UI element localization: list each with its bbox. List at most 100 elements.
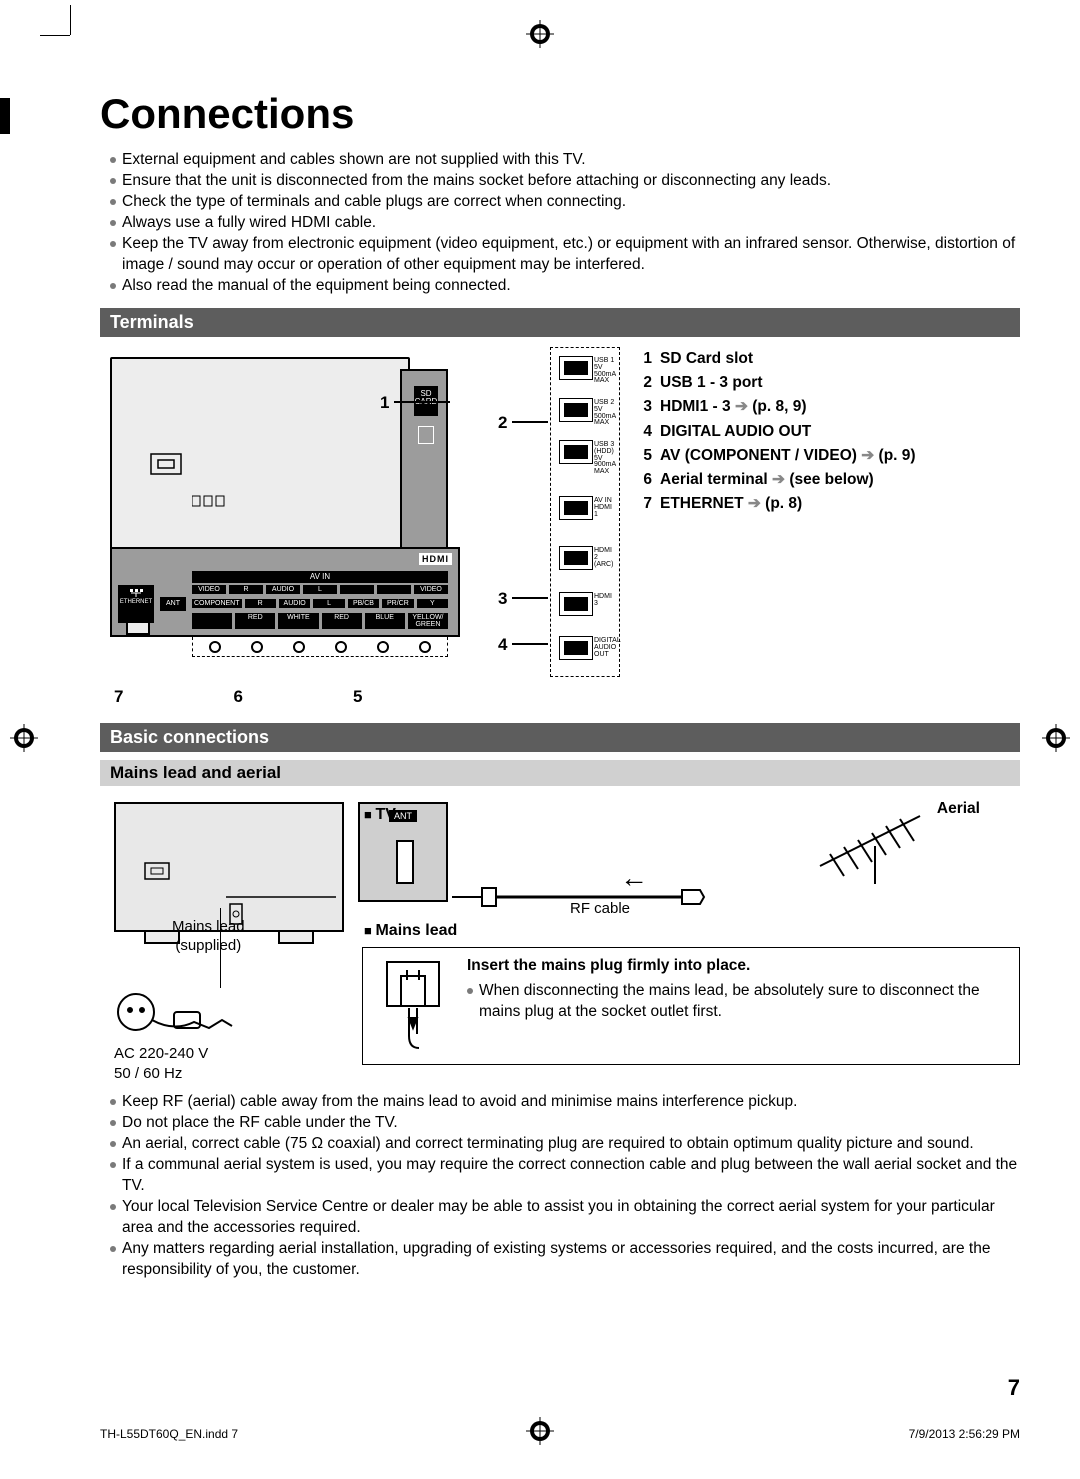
aerial-illustration (800, 796, 950, 890)
intro-bullet: Keep the TV away from electronic equipme… (110, 234, 1020, 276)
callout-3: 3 (498, 589, 507, 609)
mains-lead-supplied-label: Mains lead (supplied) (172, 918, 245, 956)
side-port-label: USB 3 (HDD) 5V 900mA MAX (594, 442, 616, 475)
port-label: RED (235, 613, 275, 629)
bottom-bullet: Any matters regarding aerial installatio… (110, 1239, 1020, 1281)
side-port-icon (559, 636, 593, 660)
page-content: Connections External equipment and cable… (100, 90, 1020, 1419)
terminals-legend: 1SD Card slot2USB 1 - 3 port3HDMI1 - 3 ➔… (638, 347, 1020, 515)
port-label: L (313, 599, 344, 608)
callout-1: 1 (380, 393, 389, 413)
vent-icon (192, 493, 242, 509)
side-port-icon (559, 546, 593, 570)
callout-5: 5 (353, 687, 362, 707)
port-label: R (245, 599, 276, 608)
direction-arrow-icon: ← (620, 862, 648, 894)
registration-mark-right (1042, 724, 1070, 756)
print-footer: TH-L55DT60Q_EN.indd 7 7/9/2013 2:56:29 P… (100, 1427, 1020, 1441)
bottom-bullet: If a communal aerial system is used, you… (110, 1155, 1020, 1197)
tv-stand (278, 932, 314, 944)
port-label: AUDIO (266, 585, 300, 594)
side-port-strip: USB 1 5V 500mA MAXUSB 2 5V 500mA MAXUSB … (550, 347, 620, 677)
socket-icon (146, 449, 186, 479)
port-label: Y (417, 599, 448, 608)
terminal-legend-item: 3HDMI1 - 3 ➔ (p. 8, 9) (638, 395, 1020, 419)
port-label: PB/CB (348, 599, 379, 608)
divider (226, 896, 336, 898)
callout-line (512, 597, 548, 599)
terminals-row: SD CARD HDMI AV IN VIDEORAUDIOLVIDEO COM… (100, 347, 1020, 717)
mains-plug-illustration (114, 982, 254, 1046)
crop-mark (70, 5, 71, 35)
side-port-label: AV IN HDMI 1 (594, 498, 616, 518)
footer-date: 7/9/2013 2:56:29 PM (909, 1427, 1020, 1441)
intro-bullet: Always use a fully wired HDMI cable. (110, 213, 1020, 234)
intro-bullets: External equipment and cables shown are … (100, 150, 1020, 296)
port-label: PR/CR (382, 599, 413, 608)
bottom-bullet: Do not place the RF cable under the TV. (110, 1113, 1020, 1134)
ethernet-text: ETHERNET (120, 599, 152, 605)
callout-line (512, 643, 548, 645)
mains-box-bullet: When disconnecting the mains lead, be ab… (467, 981, 1009, 1023)
intro-bullet: External equipment and cables shown are … (110, 150, 1020, 171)
callout-7: 7 (114, 687, 123, 707)
terminal-legend-item: 2USB 1 - 3 port (638, 371, 1020, 395)
terminal-legend-item: 5AV (COMPONENT / VIDEO) ➔ (p. 9) (638, 444, 1020, 468)
rf-cable-label: RF cable (570, 900, 630, 917)
av-in-label: AV IN (192, 571, 448, 583)
side-port-label: HDMI 3 (594, 594, 616, 607)
bottom-bullet: Your local Television Service Centre or … (110, 1197, 1020, 1239)
callout-line (512, 421, 548, 423)
side-port-icon (559, 440, 593, 464)
bottom-connector-panel: HDMI AV IN VIDEORAUDIOLVIDEO COMPONENTRA… (110, 547, 460, 637)
tv-back-illustration: SD CARD (110, 357, 410, 577)
mains-instruction-box: Insert the mains plug firmly into place.… (362, 947, 1020, 1065)
tv-back-small (114, 802, 344, 932)
port-label: L (303, 585, 337, 594)
intro-bullet: Check the type of terminals and cable pl… (110, 192, 1020, 213)
port-label: VIDEO (192, 585, 226, 594)
side-port-icon (559, 398, 593, 422)
intro-bullet: Also read the manual of the equipment be… (110, 276, 1020, 297)
mains-box-title: Insert the mains plug firmly into place. (467, 956, 1009, 977)
footer-filename: TH-L55DT60Q_EN.indd 7 (100, 1427, 238, 1441)
port-label (377, 585, 411, 594)
section-terminals: Terminals (100, 308, 1020, 337)
plug-insert-illustration (373, 956, 453, 1060)
bottom-bullet: Keep RF (aerial) cable away from the mai… (110, 1092, 1020, 1113)
terminals-diagram: SD CARD HDMI AV IN VIDEORAUDIOLVIDEO COM… (100, 347, 620, 717)
callout-line (394, 401, 450, 403)
port-labels-row3: REDWHITEREDBLUEYELLOW/ GREEN (192, 613, 448, 629)
side-port-icon (559, 356, 593, 380)
terminal-legend-item: 4DIGITAL AUDIO OUT (638, 420, 1020, 444)
insert-arrow-icon (418, 426, 434, 444)
section-mains-sub: Mains lead and aerial (100, 760, 1020, 786)
mains-figure: ANT TV ← RF cable Aerial Mains lead (sup… (100, 792, 1020, 1092)
terminal-legend-item: 7ETHERNET ➔ (p. 8) (638, 492, 1020, 516)
bottom-bullet: An aerial, correct cable (75 Ω coaxial) … (110, 1134, 1020, 1155)
sd-slot-panel: SD CARD (400, 369, 448, 549)
socket-icon (142, 860, 172, 882)
port-label: RED (322, 613, 362, 629)
side-port-label: HDMI 2 (ARC) (594, 548, 616, 568)
ant-label: ANT (160, 597, 186, 611)
crop-mark (40, 35, 70, 36)
callout-6: 6 (233, 687, 242, 707)
port-label: BLUE (365, 613, 405, 629)
hdmi-logo: HDMI (419, 553, 452, 565)
bottom-bullets: Keep RF (aerial) cable away from the mai… (100, 1092, 1020, 1280)
ethernet-label: ETHERNET (118, 585, 154, 623)
port-label: AUDIO (279, 599, 310, 608)
side-port-icon (559, 496, 593, 520)
port-label: R (229, 585, 263, 594)
side-port-icon (559, 592, 593, 616)
registration-mark-top (526, 20, 554, 52)
side-port-label: DIGITAL AUDIO OUT (594, 638, 616, 658)
port-label: YELLOW/ GREEN (408, 613, 448, 629)
port-labels-row1: VIDEORAUDIOLVIDEO (192, 585, 448, 594)
side-port-label: USB 2 5V 500mA MAX (594, 400, 616, 427)
callout-2: 2 (498, 413, 507, 433)
coax-connector-icon (396, 840, 414, 884)
mains-lead-heading: Mains lead (364, 922, 457, 940)
port-label: COMPONENT (192, 599, 242, 608)
